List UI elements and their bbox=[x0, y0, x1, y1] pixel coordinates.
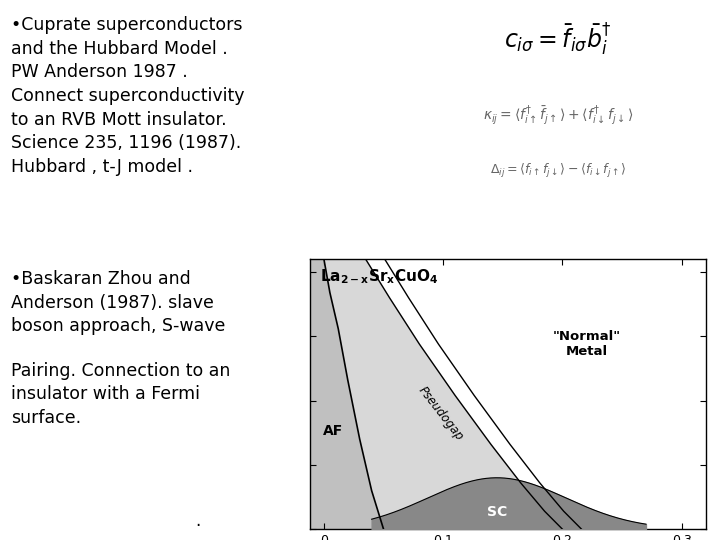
Text: •Baskaran Zhou and
Anderson (1987). slave
boson approach, S-wave: •Baskaran Zhou and Anderson (1987). slav… bbox=[11, 270, 225, 335]
Text: AF: AF bbox=[323, 424, 343, 438]
Text: SC: SC bbox=[487, 505, 507, 519]
Text: •Cuprate superconductors
and the Hubbard Model .
PW Anderson 1987 .
Connect supe: •Cuprate superconductors and the Hubbard… bbox=[11, 16, 244, 176]
Text: "Normal"
Metal: "Normal" Metal bbox=[552, 330, 621, 358]
Text: $c_{i\sigma} = \bar{f}_{i\sigma}\bar{b}^{\dagger}_{i}$: $c_{i\sigma} = \bar{f}_{i\sigma}\bar{b}^… bbox=[505, 22, 611, 57]
Polygon shape bbox=[310, 259, 384, 529]
Text: Pseudogap: Pseudogap bbox=[415, 384, 466, 443]
Text: .: . bbox=[195, 512, 201, 530]
Text: Pairing. Connection to an
insulator with a Fermi
surface.: Pairing. Connection to an insulator with… bbox=[11, 362, 230, 427]
Text: $\kappa_{ij} = \langle f^{\dagger}_{i\uparrow}\bar{f}_{j\uparrow}\rangle + \lang: $\kappa_{ij} = \langle f^{\dagger}_{i\up… bbox=[483, 103, 633, 126]
Text: $\Delta_{ij} = \langle f_{i\uparrow}f_{j\downarrow}\rangle - \langle f_{i\downar: $\Delta_{ij} = \langle f_{i\uparrow}f_{j… bbox=[490, 162, 626, 180]
Text: $\mathbf{La_{2-x}Sr_xCuO_4}$: $\mathbf{La_{2-x}Sr_xCuO_4}$ bbox=[320, 267, 438, 286]
Polygon shape bbox=[324, 259, 562, 529]
